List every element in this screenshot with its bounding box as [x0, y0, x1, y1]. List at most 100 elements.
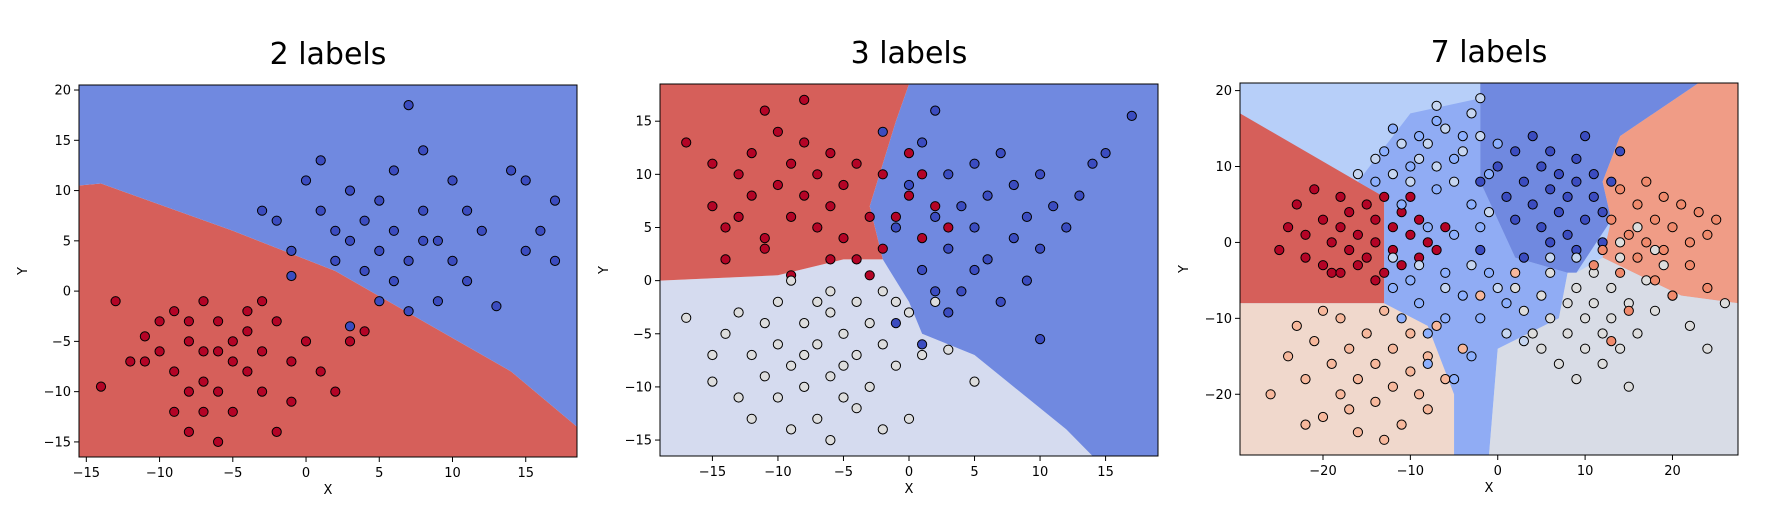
x-axis-label: X [1485, 481, 1494, 496]
data-point-class-3 [1291, 320, 1302, 331]
data-point-class-0 [1335, 191, 1346, 202]
data-point-class-3 [1431, 320, 1442, 331]
data-point-class-1 [374, 245, 385, 256]
data-point-class-1 [1100, 148, 1111, 159]
data-point-class-1 [995, 296, 1006, 307]
data-point-class-4 [1396, 199, 1407, 210]
data-point-class-2 [930, 296, 941, 307]
axes-frame [78, 84, 578, 458]
data-point-class-1 [1527, 199, 1538, 210]
data-point-class-0 [359, 326, 370, 337]
data-point-class-5 [1457, 146, 1468, 157]
data-point-class-0 [825, 148, 836, 159]
data-point-class-0 [1352, 260, 1364, 271]
data-point-class-5 [1492, 282, 1503, 294]
data-point-class-6 [1623, 305, 1634, 316]
data-point-class-3 [1379, 434, 1390, 445]
data-point-class-1 [344, 235, 356, 246]
data-point-class-2 [851, 403, 862, 414]
data-point-class-0 [198, 296, 209, 307]
data-point-class-1 [315, 205, 326, 216]
data-point-class-4 [1449, 229, 1460, 240]
data-point-class-4 [1457, 290, 1468, 301]
data-point-class-1 [359, 265, 370, 277]
data-point-class-0 [1326, 267, 1337, 278]
data-point-class-0 [315, 366, 326, 377]
data-point-class-0 [344, 336, 356, 347]
data-point-class-1 [1580, 131, 1591, 142]
data-point-class-1 [1475, 244, 1486, 256]
data-point-class-1 [330, 255, 341, 266]
data-point-class-3 [1370, 358, 1381, 369]
plot-area [79, 85, 577, 457]
data-point-class-4 [1483, 267, 1495, 278]
data-point-class-2 [1562, 328, 1573, 339]
data-point-class-1 [1035, 169, 1046, 180]
data-point-class-1 [917, 339, 928, 350]
data-point-class-0 [864, 270, 875, 281]
decision-region-class-6 [1602, 83, 1738, 304]
data-point-class-2 [812, 339, 823, 350]
x-tick-label: −15 [73, 466, 100, 481]
data-point-class-1 [1536, 222, 1547, 233]
data-point-class-0 [213, 386, 224, 397]
data-point-class-1 [903, 179, 915, 191]
data-point-class-1 [1588, 169, 1599, 180]
data-point-class-2 [759, 371, 770, 382]
decision-region-class-2 [660, 259, 1093, 456]
data-point-class-2 [969, 376, 980, 387]
data-point-class-1 [917, 264, 928, 276]
data-point-class-2 [864, 318, 875, 329]
data-point-class-4 [1370, 176, 1381, 187]
data-point-class-4 [1449, 153, 1460, 164]
data-point-class-2 [838, 392, 849, 403]
data-point-class-1 [549, 255, 561, 266]
data-point-class-2 [799, 349, 810, 361]
data-point-class-3 [1387, 381, 1399, 392]
data-point-class-3 [1317, 305, 1329, 316]
y-axis-label: Y [16, 267, 31, 276]
x-tick-label: 5 [970, 465, 978, 480]
data-point-class-2 [759, 318, 770, 329]
data-point-class-6 [1649, 275, 1661, 286]
data-point-class-5 [1414, 153, 1425, 164]
data-point-class-0 [1405, 229, 1416, 240]
data-point-class-0 [864, 211, 875, 222]
data-point-class-0 [1361, 199, 1372, 210]
y-axis-label: Y [1177, 265, 1192, 274]
x-tick-label: −15 [699, 465, 726, 480]
data-point-class-4 [1431, 184, 1442, 195]
data-point-class-3 [1352, 427, 1364, 438]
data-point-class-0 [825, 254, 836, 265]
data-point-class-3 [1335, 313, 1346, 324]
data-point-class-2 [1606, 313, 1617, 324]
data-point-class-5 [1396, 138, 1407, 149]
data-point-class-4 [1387, 123, 1399, 134]
data-point-class-5 [1475, 131, 1486, 142]
data-point-class-0 [110, 296, 121, 307]
x-tick-label: 10 [1577, 464, 1594, 479]
data-point-class-1 [969, 222, 980, 233]
data-point-class-1 [257, 205, 268, 216]
data-point-class-1 [943, 307, 954, 318]
data-point-class-6 [1693, 207, 1704, 218]
data-point-class-0 [1317, 260, 1329, 271]
data-point-class-2 [772, 296, 784, 307]
data-point-class-0 [1431, 244, 1442, 256]
data-point-class-0 [154, 346, 165, 357]
data-point-class-4 [1422, 358, 1433, 369]
data-point-class-4 [1483, 169, 1495, 180]
data-point-class-3 [1414, 389, 1425, 400]
data-point-class-5 [1431, 100, 1442, 111]
data-point-class-6 [1702, 282, 1713, 294]
data-point-class-0 [169, 366, 180, 377]
plot-area [660, 84, 1158, 456]
data-point-class-0 [851, 254, 862, 265]
data-point-class-1 [374, 195, 385, 206]
data-point-class-1 [930, 286, 941, 297]
data-point-class-6 [1632, 252, 1643, 263]
data-point-class-3 [1300, 374, 1311, 385]
data-point-class-1 [890, 318, 902, 329]
data-point-class-1 [1492, 161, 1503, 172]
y-tick-label: 0 [63, 285, 71, 300]
